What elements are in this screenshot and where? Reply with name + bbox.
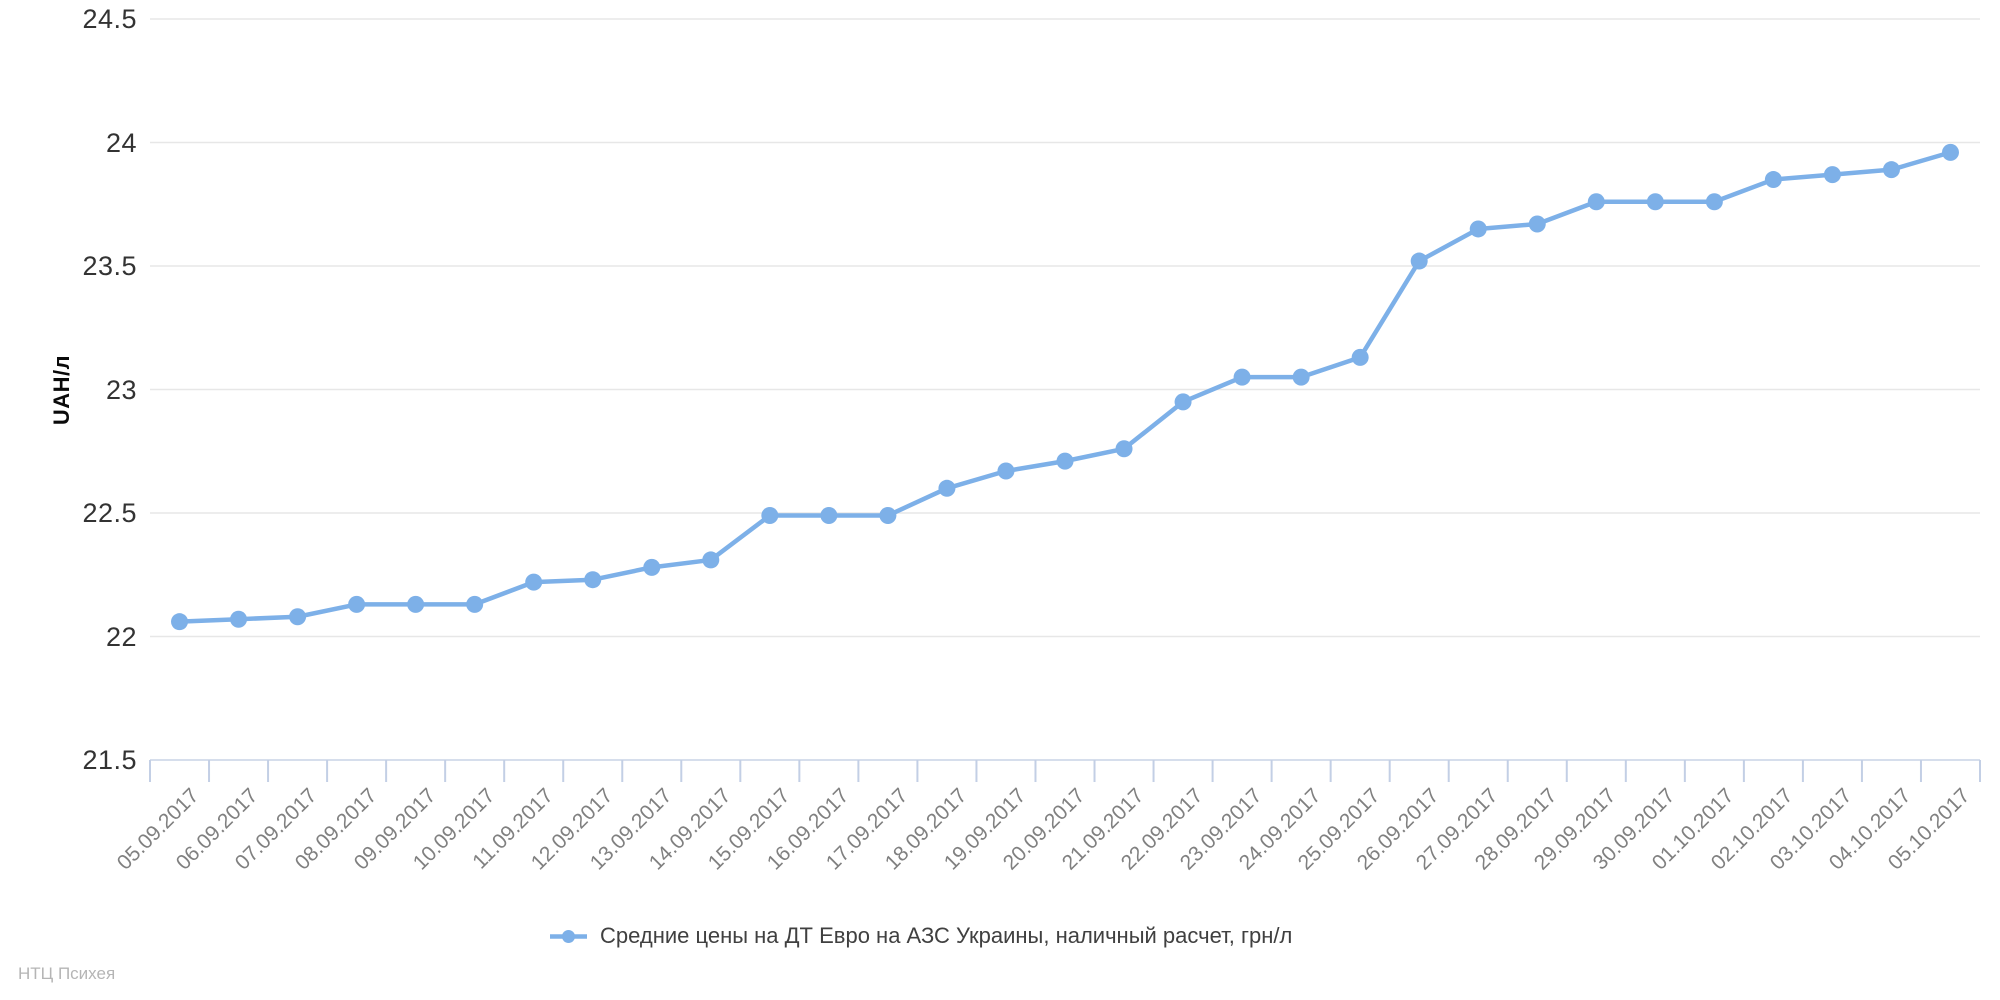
- data-point[interactable]: [1292, 368, 1310, 386]
- credit-label: НТЦ Психея: [18, 964, 116, 983]
- data-point[interactable]: [643, 558, 661, 576]
- data-point[interactable]: [1528, 215, 1546, 233]
- data-point[interactable]: [1233, 368, 1251, 386]
- data-point[interactable]: [1587, 193, 1605, 211]
- data-point[interactable]: [1174, 393, 1192, 411]
- y-axis-label: 23: [105, 374, 137, 405]
- data-point[interactable]: [289, 608, 307, 626]
- data-point[interactable]: [997, 462, 1015, 480]
- data-point[interactable]: [171, 613, 189, 631]
- data-point[interactable]: [1469, 220, 1487, 238]
- data-point[interactable]: [407, 595, 425, 613]
- data-point[interactable]: [230, 610, 248, 628]
- y-axis-label: 24.5: [82, 4, 137, 34]
- data-point[interactable]: [1823, 166, 1841, 184]
- legend-line-marker-icon: [550, 929, 587, 943]
- data-point[interactable]: [525, 573, 543, 591]
- data-point[interactable]: [1410, 252, 1428, 270]
- data-point[interactable]: [1056, 452, 1074, 470]
- data-point[interactable]: [1941, 143, 1959, 161]
- data-point[interactable]: [584, 571, 602, 589]
- y-axis-label: 21.5: [82, 745, 137, 775]
- y-axis-label: 24: [105, 127, 137, 158]
- data-point[interactable]: [879, 506, 897, 524]
- y-axis-title: UAH/л: [49, 354, 74, 426]
- data-point[interactable]: [348, 595, 366, 613]
- data-point[interactable]: [938, 479, 956, 497]
- data-point[interactable]: [1351, 348, 1369, 366]
- y-axis-label: 22.5: [82, 498, 137, 528]
- data-point[interactable]: [1646, 193, 1664, 211]
- y-axis-label: 23.5: [82, 251, 137, 281]
- legend-label: Средние цены на ДТ Евро на АЗС Украины, …: [600, 923, 1293, 948]
- data-point[interactable]: [1764, 171, 1782, 189]
- legend-item[interactable]: Средние цены на ДТ Евро на АЗС Украины, …: [550, 923, 1292, 949]
- data-point[interactable]: [1705, 193, 1723, 211]
- y-axis-label: 22: [105, 621, 137, 652]
- price-line: [177, 150, 1953, 624]
- data-point[interactable]: [761, 506, 779, 524]
- data-point[interactable]: [1115, 440, 1133, 458]
- data-point[interactable]: [702, 551, 720, 569]
- data-point[interactable]: [466, 595, 484, 613]
- data-point[interactable]: [1882, 161, 1900, 179]
- data-point[interactable]: [820, 506, 838, 524]
